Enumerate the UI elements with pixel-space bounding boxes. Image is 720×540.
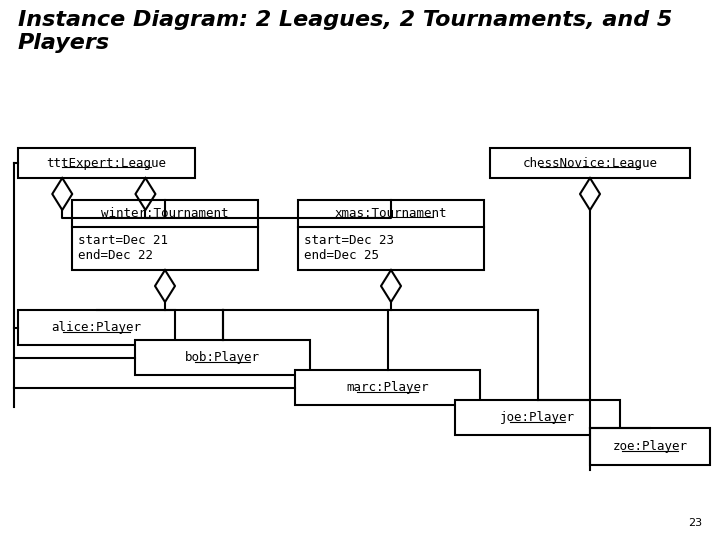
Text: marc:Player: marc:Player (346, 381, 428, 394)
Text: Instance Diagram: 2 Leagues, 2 Tournaments, and 5
Players: Instance Diagram: 2 Leagues, 2 Tournamen… (18, 10, 672, 53)
Text: alice:Player: alice:Player (52, 321, 142, 334)
Bar (72, 200, 258, 270)
Bar (18, 310, 175, 345)
Text: tttExpert:League: tttExpert:League (47, 157, 166, 170)
Bar (298, 200, 484, 270)
Text: 23: 23 (688, 518, 702, 528)
Text: chessNovice:League: chessNovice:League (523, 157, 657, 170)
Text: zoe:Player: zoe:Player (613, 440, 688, 453)
Bar (18, 148, 195, 178)
Bar (295, 370, 480, 405)
Text: start=Dec 21
end=Dec 22: start=Dec 21 end=Dec 22 (78, 234, 168, 262)
Bar (455, 400, 620, 435)
Text: bob:Player: bob:Player (185, 351, 260, 364)
Text: winter:Tournament: winter:Tournament (102, 207, 229, 220)
Text: xmas:Tournament: xmas:Tournament (335, 207, 447, 220)
Text: start=Dec 23
end=Dec 25: start=Dec 23 end=Dec 25 (304, 234, 394, 262)
Text: joe:Player: joe:Player (500, 411, 575, 424)
Bar (490, 148, 690, 178)
Bar (590, 428, 710, 465)
Bar (135, 340, 310, 375)
